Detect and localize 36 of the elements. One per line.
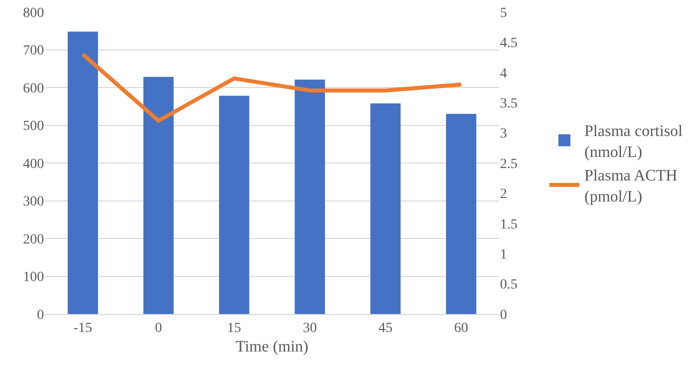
- bar: [219, 96, 250, 314]
- y2-tick-label: 3.5: [500, 96, 518, 112]
- legend-label: Plasma ACTH (pmol/L): [584, 168, 678, 206]
- y-tick-label: 300: [23, 194, 44, 210]
- x-tick-label: 0: [155, 320, 162, 336]
- y2-tick-label: 1: [500, 248, 507, 262]
- bar: [370, 103, 401, 314]
- bar: [446, 114, 476, 314]
- y-tick-label: 500: [23, 119, 44, 134]
- y-tick-label: 800: [23, 6, 44, 21]
- y2-tick-label: 0.5: [500, 278, 518, 293]
- y2-tick-label: 4.5: [500, 36, 518, 52]
- y2-tick-label: 0: [500, 308, 507, 323]
- bar: [143, 76, 174, 314]
- y-tick-label: 200: [23, 232, 44, 248]
- y2-tick-label: 3: [500, 126, 507, 142]
- y-tick-label: 400: [23, 156, 44, 172]
- y2-tick-label: 2.5: [500, 156, 518, 172]
- bar: [68, 32, 98, 314]
- y2-tick-label: 5: [500, 6, 507, 21]
- x-tick-label: 15: [227, 320, 242, 336]
- y2-tick-label: 1.5: [500, 217, 518, 232]
- legend-label: Plasma cortisol (nmol/L): [584, 123, 684, 161]
- y-tick-label: 100: [23, 270, 44, 286]
- bar: [294, 80, 325, 314]
- y-tick-label: 0: [37, 308, 44, 323]
- x-axis-title: Time (min): [236, 338, 308, 356]
- line-series: [80, 52, 464, 123]
- x-tick-label: 30: [302, 320, 317, 336]
- x-tick-label: -15: [73, 320, 92, 336]
- y2-tick-label: 4: [500, 66, 507, 82]
- y-tick-label: 700: [23, 44, 44, 59]
- y-tick-label: 600: [23, 81, 44, 96]
- x-tick-label: 45: [378, 320, 392, 336]
- y2-tick-label: 2: [500, 187, 507, 202]
- x-tick-label: 60: [454, 320, 468, 336]
